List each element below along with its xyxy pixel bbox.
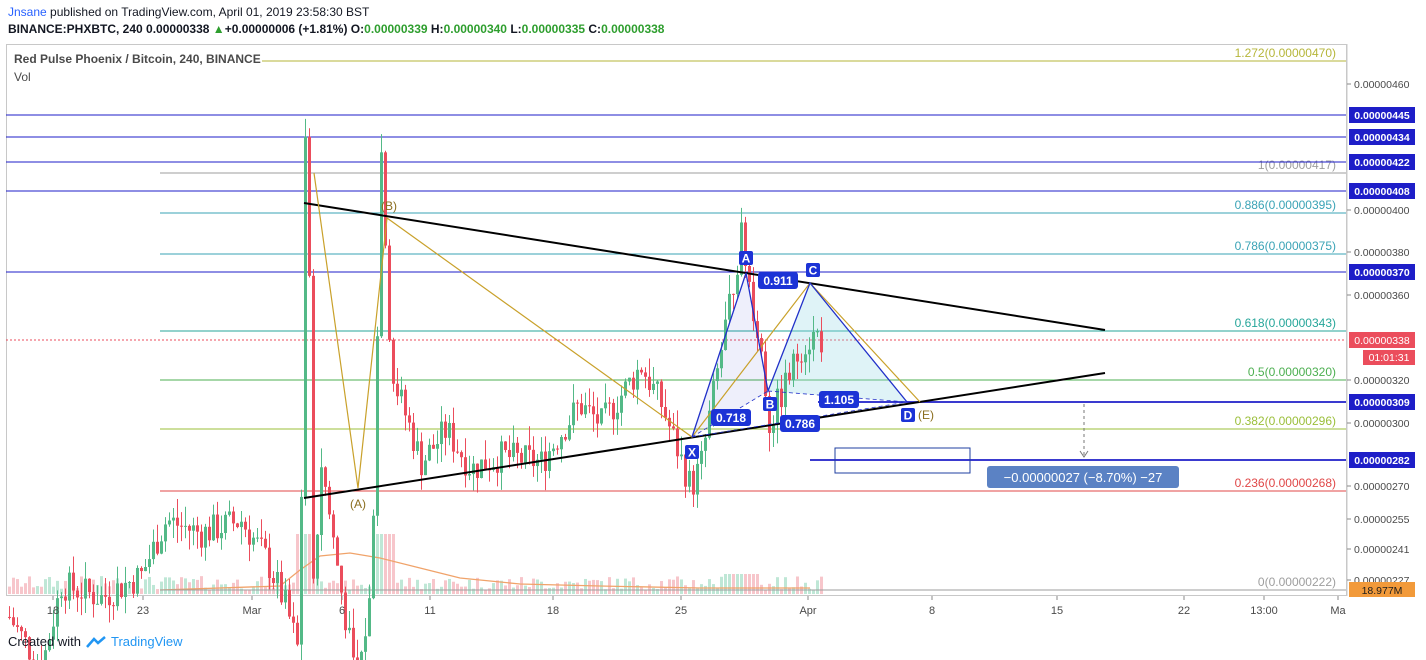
- time-tick-label: Apr: [799, 605, 816, 617]
- time-tick-label: 13:00: [1250, 605, 1278, 617]
- created-with-label: Created with: [8, 634, 81, 649]
- time-tick-label: 22: [1178, 605, 1190, 617]
- candle-body: [60, 596, 63, 599]
- volume-value-label: 18.977M: [1362, 585, 1403, 597]
- level-price-label: 0.00000408: [1354, 186, 1410, 198]
- time-tick-label: 8: [929, 605, 935, 617]
- legend-vol: Vol: [14, 70, 31, 84]
- change-value: +0.00000006 (+1.81%): [224, 22, 348, 36]
- price-tick-label: 0.00000255: [1354, 514, 1410, 526]
- time-tick-label: 23: [137, 605, 149, 617]
- level-price-badge: [1349, 183, 1415, 199]
- candle-body: [44, 650, 47, 660]
- time-tick-label: 18: [547, 605, 559, 617]
- level-price-badge: [1349, 107, 1415, 123]
- legend-title: Red Pulse Phoenix / Bitcoin, 240, BINANC…: [14, 52, 261, 66]
- candle-body: [108, 596, 111, 606]
- time-tick-label: 18: [47, 605, 59, 617]
- volume-badge: [1349, 582, 1415, 597]
- candle-body: [8, 616, 11, 618]
- level-price-label: 0.00000309: [1354, 397, 1410, 409]
- candle-body: [344, 592, 347, 631]
- candle-body: [112, 605, 115, 607]
- publish-info: published on TradingView.com, April 01, …: [50, 5, 370, 19]
- low-value: 0.00000335: [521, 22, 586, 36]
- price-tick-label: 0.00000320: [1354, 375, 1410, 387]
- candle-body: [64, 596, 67, 601]
- level-price-badge: [1349, 129, 1415, 145]
- price-tick-label: 0.00000380: [1354, 247, 1410, 259]
- price-tick-label: 0.00000270: [1354, 481, 1410, 493]
- price-axis: 0.00000460 0.00000400 0.00000380 0.00000360…: [1346, 44, 1415, 597]
- open-value: 0.00000339: [364, 22, 428, 36]
- candle-body: [292, 616, 295, 623]
- last-price: 0.00000338: [146, 22, 210, 36]
- candle-body: [100, 594, 103, 604]
- price-tick-label: 0.00000227: [1354, 575, 1410, 587]
- price-tick-label: 0.00000360: [1354, 290, 1410, 302]
- candle-body: [80, 597, 83, 599]
- time-tick-label: 6: [339, 605, 345, 617]
- countdown-badge: [1363, 350, 1415, 365]
- time-tick-label: 15: [1051, 605, 1063, 617]
- current-price-badge: [1349, 332, 1415, 348]
- change-arrow-icon: ▲: [212, 22, 225, 36]
- level-price-badge: [1349, 394, 1415, 410]
- countdown-label: 01:01:31: [1369, 352, 1410, 364]
- publish-header: Jnsane published on TradingView.com, Apr…: [8, 5, 369, 19]
- low-label: L:: [510, 22, 522, 36]
- level-price-label: 0.00000434: [1354, 132, 1410, 144]
- candle-body: [360, 651, 363, 660]
- high-label: H:: [430, 22, 444, 36]
- candle-body: [348, 627, 351, 631]
- high-value: 0.00000340: [443, 22, 507, 36]
- time-axis: 18 23 Mar 6 11 18 25 Apr 8 15 22 13:00 Ma: [47, 596, 1347, 617]
- level-price-label: 0.00000370: [1354, 267, 1410, 279]
- price-tick-label: 0.00000241: [1354, 544, 1410, 556]
- level-price-label: 0.00000282: [1354, 455, 1410, 467]
- time-tick-label: Mar: [243, 605, 262, 617]
- time-tick-label: Ma: [1330, 605, 1346, 617]
- level-price-badge: [1349, 154, 1415, 170]
- level-price-badge: [1349, 264, 1415, 280]
- time-tick-label: 25: [675, 605, 687, 617]
- candle-body: [368, 598, 371, 637]
- level-price-label: 0.00000445: [1354, 110, 1410, 122]
- current-price-label: 0.00000338: [1354, 335, 1410, 347]
- ohlc-header: BINANCE:PHXBTC, 240 0.00000338 ▲+0.00000…: [8, 22, 664, 36]
- footer: Created with TradingView: [8, 634, 183, 649]
- author-link[interactable]: Jnsane: [8, 5, 47, 19]
- close-label: C:: [588, 22, 602, 36]
- tradingview-logo-icon: [86, 635, 106, 648]
- close-value: 0.00000338: [601, 22, 665, 36]
- candle-body: [56, 598, 59, 627]
- candle-body: [20, 626, 23, 632]
- chart-pane[interactable]: [6, 44, 1347, 596]
- price-tick-label: 0.00000300: [1354, 418, 1410, 430]
- price-tick-label: 0.00000400: [1354, 205, 1410, 217]
- candle-body: [296, 622, 299, 645]
- candle-body: [364, 636, 367, 652]
- candle-body: [96, 603, 99, 605]
- time-tick-label: 11: [424, 605, 435, 617]
- level-price-label: 0.00000422: [1354, 157, 1410, 169]
- candle-body: [12, 617, 15, 626]
- price-tick-label: 0.00000460: [1354, 79, 1410, 91]
- candle-body: [352, 627, 355, 658]
- open-label: O:: [350, 22, 365, 36]
- symbol-label: BINANCE:PHXBTC, 240: [8, 22, 143, 36]
- candle-body: [16, 625, 19, 627]
- level-price-badge: [1349, 452, 1415, 468]
- tradingview-brand[interactable]: TradingView: [110, 634, 183, 649]
